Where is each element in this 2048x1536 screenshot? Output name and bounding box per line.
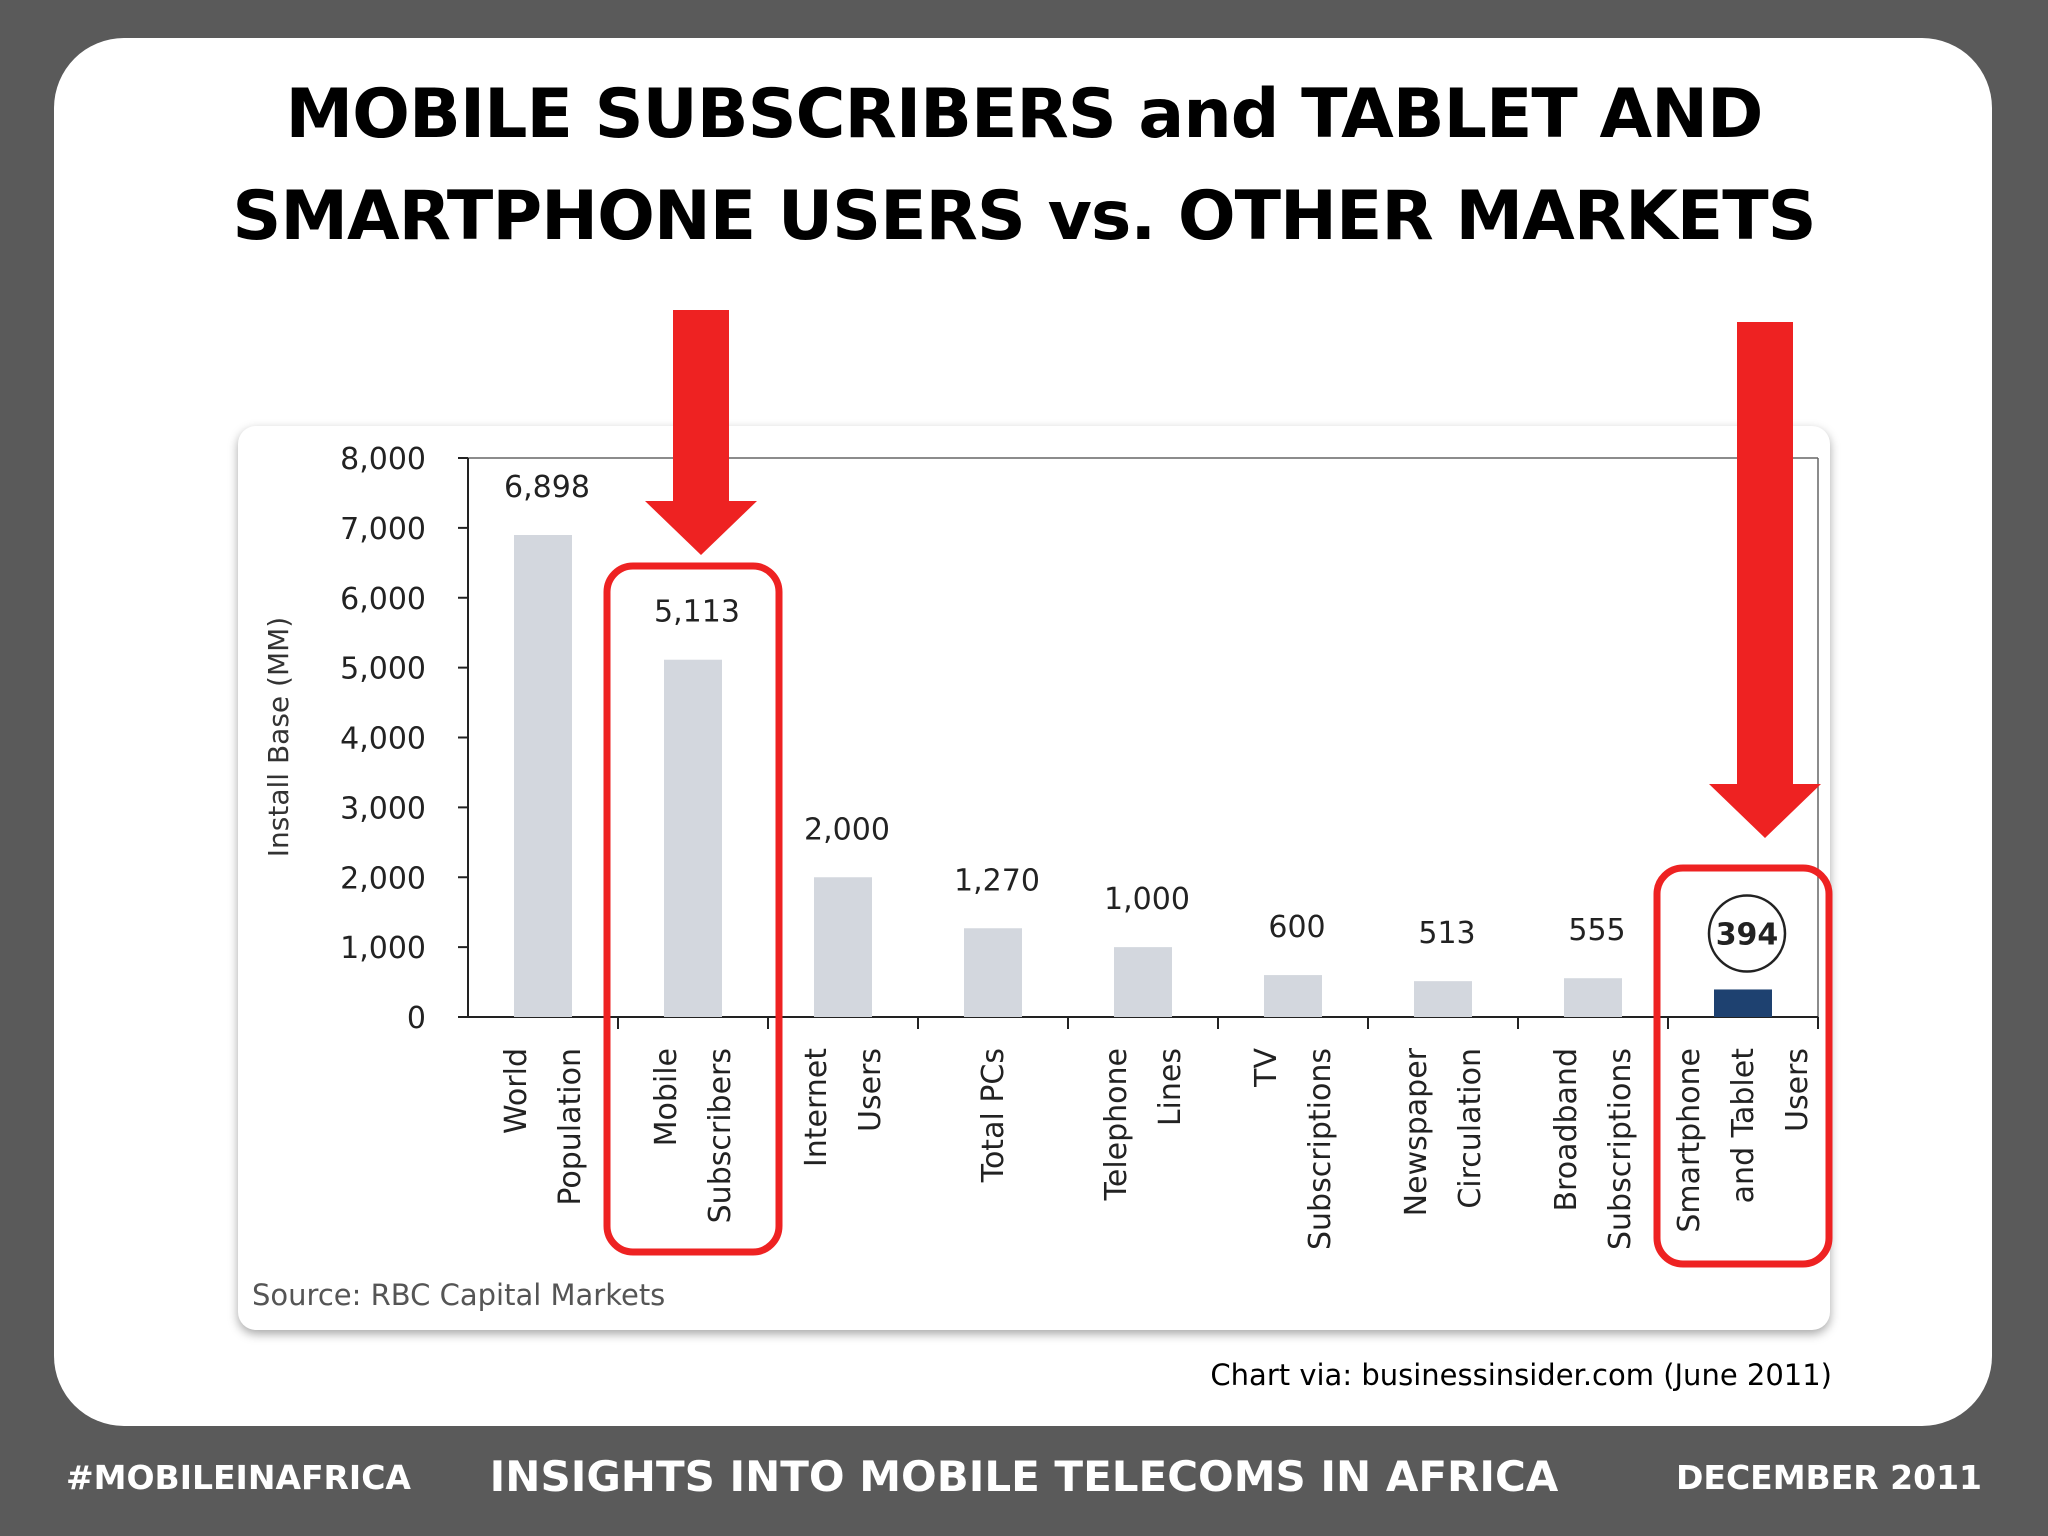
y-tick-label: 8,000 bbox=[340, 442, 426, 477]
y-tick-label: 6,000 bbox=[340, 582, 426, 617]
bar-3 bbox=[964, 928, 1022, 1017]
category-label: Subscriptions bbox=[1603, 1048, 1638, 1250]
data-label: 1,270 bbox=[954, 863, 1040, 898]
category-label: Mobile bbox=[649, 1048, 684, 1146]
category-label: Smartphone bbox=[1672, 1048, 1707, 1233]
y-tick-label: 4,000 bbox=[340, 722, 426, 757]
category-label: TV bbox=[1249, 1048, 1284, 1088]
data-label: 5,113 bbox=[654, 595, 740, 630]
category-label: Users bbox=[1780, 1048, 1815, 1132]
data-label: 6,898 bbox=[504, 470, 590, 505]
category-label: Population bbox=[553, 1048, 588, 1206]
footer-date: DECEMBER 2011 bbox=[1676, 1458, 1982, 1497]
footer-hashtag: #MOBILEINAFRICA bbox=[66, 1458, 411, 1497]
highlight-box bbox=[603, 562, 783, 1256]
category-label: Users bbox=[853, 1048, 888, 1132]
category-label: Internet bbox=[799, 1048, 834, 1167]
source-note: Source: RBC Capital Markets bbox=[252, 1278, 665, 1312]
bar-0 bbox=[514, 535, 572, 1017]
bar-2 bbox=[814, 877, 872, 1017]
y-tick-label: 2,000 bbox=[340, 861, 426, 896]
y-tick-label: 7,000 bbox=[340, 512, 426, 547]
red-arrow-icon bbox=[645, 310, 757, 555]
y-tick-label: 3,000 bbox=[340, 791, 426, 826]
bar-8 bbox=[1714, 989, 1772, 1017]
chart-credit: Chart via: businessinsider.com (June 201… bbox=[1210, 1358, 1832, 1392]
category-label: Subscriptions bbox=[1303, 1048, 1338, 1250]
data-label: 1,000 bbox=[1104, 882, 1190, 917]
chart-panel bbox=[238, 426, 1830, 1330]
data-label: 513 bbox=[1418, 916, 1475, 951]
bar-7 bbox=[1564, 978, 1622, 1017]
category-label: Broadband bbox=[1549, 1048, 1584, 1212]
data-label: 555 bbox=[1568, 913, 1625, 948]
highlight-box bbox=[1653, 864, 1833, 1268]
circled-value-ring bbox=[1707, 894, 1787, 973]
category-label: Lines bbox=[1153, 1048, 1188, 1126]
category-label: Subscribers bbox=[703, 1048, 738, 1223]
category-label: and Tablet bbox=[1726, 1048, 1761, 1204]
category-label: Newspaper bbox=[1399, 1047, 1434, 1216]
data-label: 394 bbox=[1716, 917, 1779, 952]
y-tick-label: 0 bbox=[407, 1001, 426, 1036]
data-label: 600 bbox=[1268, 910, 1325, 945]
category-label: Circulation bbox=[1453, 1048, 1488, 1209]
bar-4 bbox=[1114, 947, 1172, 1017]
title-line-1: MOBILE SUBSCRIBERS and TABLET AND bbox=[285, 75, 1764, 154]
category-label: World bbox=[499, 1048, 534, 1134]
slide-title: MOBILE SUBSCRIBERS and TABLET AND SMARTP… bbox=[0, 64, 2048, 268]
category-label: Total PCs bbox=[976, 1048, 1011, 1183]
title-line-2: SMARTPHONE USERS vs. OTHER MARKETS bbox=[232, 177, 1816, 256]
footer-tagline: INSIGHTS INTO MOBILE TELECOMS IN AFRICA bbox=[489, 1452, 1559, 1501]
red-arrow-icon bbox=[1709, 322, 1821, 838]
bar-5 bbox=[1264, 975, 1322, 1017]
y-tick-label: 1,000 bbox=[340, 931, 426, 966]
data-label: 2,000 bbox=[804, 812, 890, 847]
bar-6 bbox=[1414, 981, 1472, 1017]
category-label: Telephone bbox=[1099, 1048, 1134, 1201]
y-axis-label: Install Base (MM) bbox=[262, 617, 295, 857]
bar-1 bbox=[664, 659, 722, 1017]
y-tick-label: 5,000 bbox=[340, 652, 426, 687]
